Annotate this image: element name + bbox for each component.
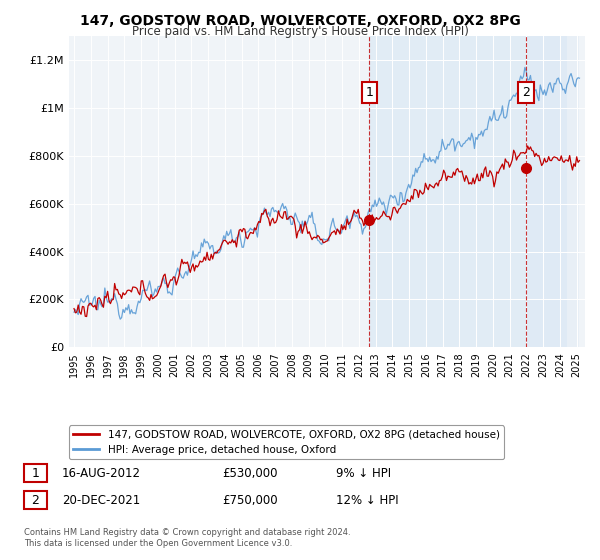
- Text: £530,000: £530,000: [222, 466, 277, 480]
- Text: 1: 1: [31, 466, 40, 480]
- Text: 9% ↓ HPI: 9% ↓ HPI: [336, 466, 391, 480]
- Text: 2: 2: [522, 86, 530, 99]
- Text: 16-AUG-2012: 16-AUG-2012: [62, 466, 141, 480]
- Text: 12% ↓ HPI: 12% ↓ HPI: [336, 493, 398, 507]
- Text: 147, GODSTOW ROAD, WOLVERCOTE, OXFORD, OX2 8PG: 147, GODSTOW ROAD, WOLVERCOTE, OXFORD, O…: [80, 14, 520, 28]
- Text: Price paid vs. HM Land Registry's House Price Index (HPI): Price paid vs. HM Land Registry's House …: [131, 25, 469, 38]
- Text: 2: 2: [31, 493, 40, 507]
- Text: Contains HM Land Registry data © Crown copyright and database right 2024.
This d: Contains HM Land Registry data © Crown c…: [24, 528, 350, 548]
- Text: 1: 1: [365, 86, 373, 99]
- Text: 20-DEC-2021: 20-DEC-2021: [62, 493, 140, 507]
- Legend: 147, GODSTOW ROAD, WOLVERCOTE, OXFORD, OX2 8PG (detached house), HPI: Average pr: 147, GODSTOW ROAD, WOLVERCOTE, OXFORD, O…: [69, 426, 504, 459]
- Text: £750,000: £750,000: [222, 493, 278, 507]
